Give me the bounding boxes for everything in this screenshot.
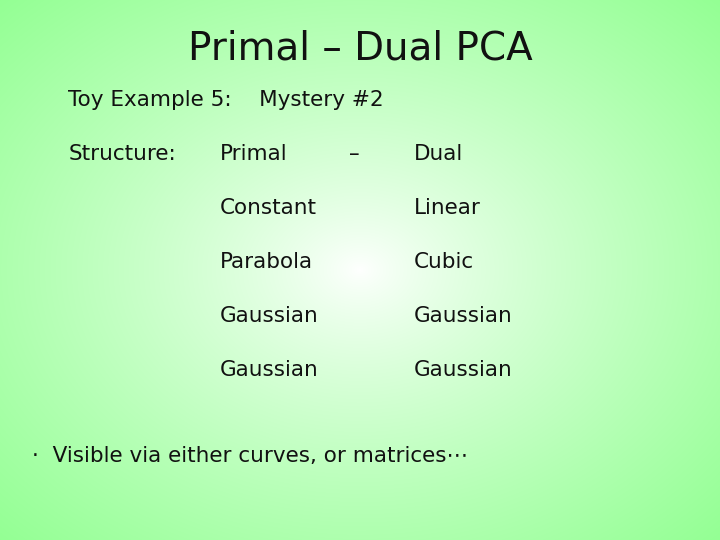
Text: Toy Example 5:    Mystery #2: Toy Example 5: Mystery #2 (68, 90, 384, 110)
Text: Linear: Linear (414, 198, 481, 218)
Text: Gaussian: Gaussian (414, 306, 513, 326)
Text: Primal – Dual PCA: Primal – Dual PCA (188, 30, 532, 68)
Text: Parabola: Parabola (220, 252, 312, 272)
Text: Gaussian: Gaussian (414, 360, 513, 380)
Text: Primal: Primal (220, 144, 287, 164)
Text: Gaussian: Gaussian (220, 306, 318, 326)
Text: Gaussian: Gaussian (220, 360, 318, 380)
Text: Constant: Constant (220, 198, 317, 218)
Text: Cubic: Cubic (414, 252, 474, 272)
Text: ·  Visible via either curves, or matrices⋯: · Visible via either curves, or matrices… (32, 446, 469, 467)
Text: Dual: Dual (414, 144, 463, 164)
Text: Structure:: Structure: (68, 144, 176, 164)
Text: –: – (349, 144, 360, 164)
